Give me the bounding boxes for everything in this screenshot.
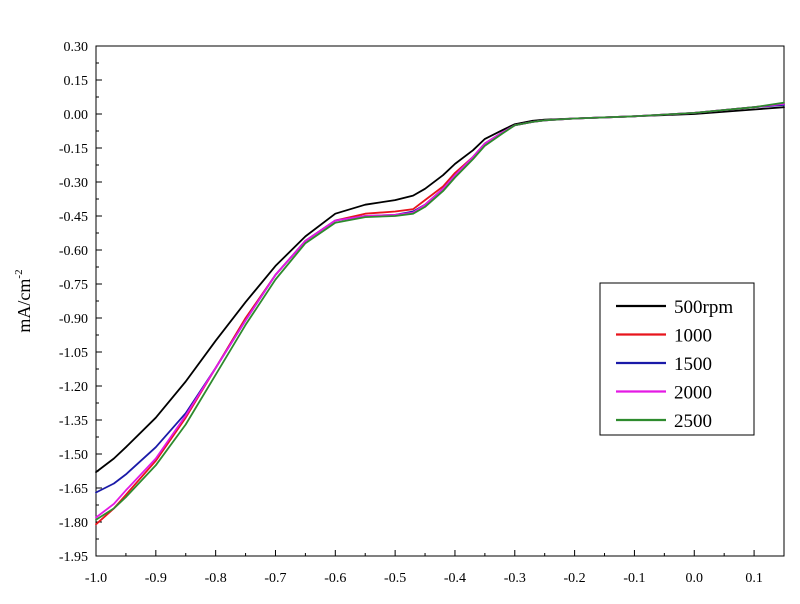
y-axis-title: mA/cm-2 bbox=[13, 269, 34, 332]
y-tick-label: -1.65 bbox=[59, 482, 88, 497]
y-axis-ticks: 0.30 0.15 0.00 -0.15 -0.30 -0.45 -0.60 -0.75 -0.… bbox=[59, 40, 102, 565]
x-tick-label: -0.9 bbox=[145, 571, 167, 586]
x-tick-label: 0.0 bbox=[686, 571, 704, 586]
x-tick-label: -1.0 bbox=[85, 571, 107, 586]
series-line-2500 bbox=[95, 101, 785, 521]
y-tick-label: -1.95 bbox=[59, 550, 88, 565]
y-tick-label: -0.60 bbox=[59, 244, 88, 259]
x-tick-label: -0.6 bbox=[324, 571, 346, 586]
legend-label: 1000 bbox=[674, 326, 712, 347]
y-tick-label: 0.00 bbox=[64, 108, 89, 123]
legend-label: 1500 bbox=[674, 354, 712, 375]
y-tick-label: -0.45 bbox=[59, 210, 88, 225]
x-tick-label: -0.2 bbox=[564, 571, 586, 586]
x-tick-label: -0.7 bbox=[264, 571, 286, 586]
y-tick-label: -0.30 bbox=[59, 176, 88, 191]
legend-label: 2000 bbox=[674, 383, 712, 404]
y-tick-label: -0.90 bbox=[59, 312, 88, 327]
y-tick-label: -0.15 bbox=[59, 142, 88, 157]
y-tick-label: -1.05 bbox=[59, 346, 88, 361]
x-tick-label: -0.8 bbox=[205, 571, 227, 586]
x-axis-ticks: -1.0 -0.9 -0.8 -0.7 -0.6 -0.5 -0.4 -0.3 -0.2 -0.1… bbox=[85, 550, 763, 586]
x-tick-label: 0.1 bbox=[745, 571, 763, 586]
x-tick-label: -0.4 bbox=[444, 571, 466, 586]
y-tick-label: -0.75 bbox=[59, 278, 88, 293]
legend: 500rpm 1000 1500 2000 2500 bbox=[599, 282, 755, 436]
y-tick-label: -1.20 bbox=[59, 380, 88, 395]
legend-label: 2500 bbox=[674, 411, 712, 432]
y-tick-label: -1.35 bbox=[59, 414, 88, 429]
x-tick-label: -0.3 bbox=[504, 571, 526, 586]
y-tick-label: -1.80 bbox=[59, 516, 88, 531]
x-tick-label: -0.1 bbox=[623, 571, 645, 586]
y-tick-label: 0.15 bbox=[64, 74, 89, 89]
x-tick-label: -0.5 bbox=[384, 571, 406, 586]
legend-box bbox=[599, 282, 755, 436]
y-tick-label: 0.30 bbox=[64, 40, 89, 55]
y-tick-label: -1.50 bbox=[59, 448, 88, 463]
series-lines bbox=[95, 101, 785, 526]
legend-label: 500rpm bbox=[674, 297, 733, 318]
